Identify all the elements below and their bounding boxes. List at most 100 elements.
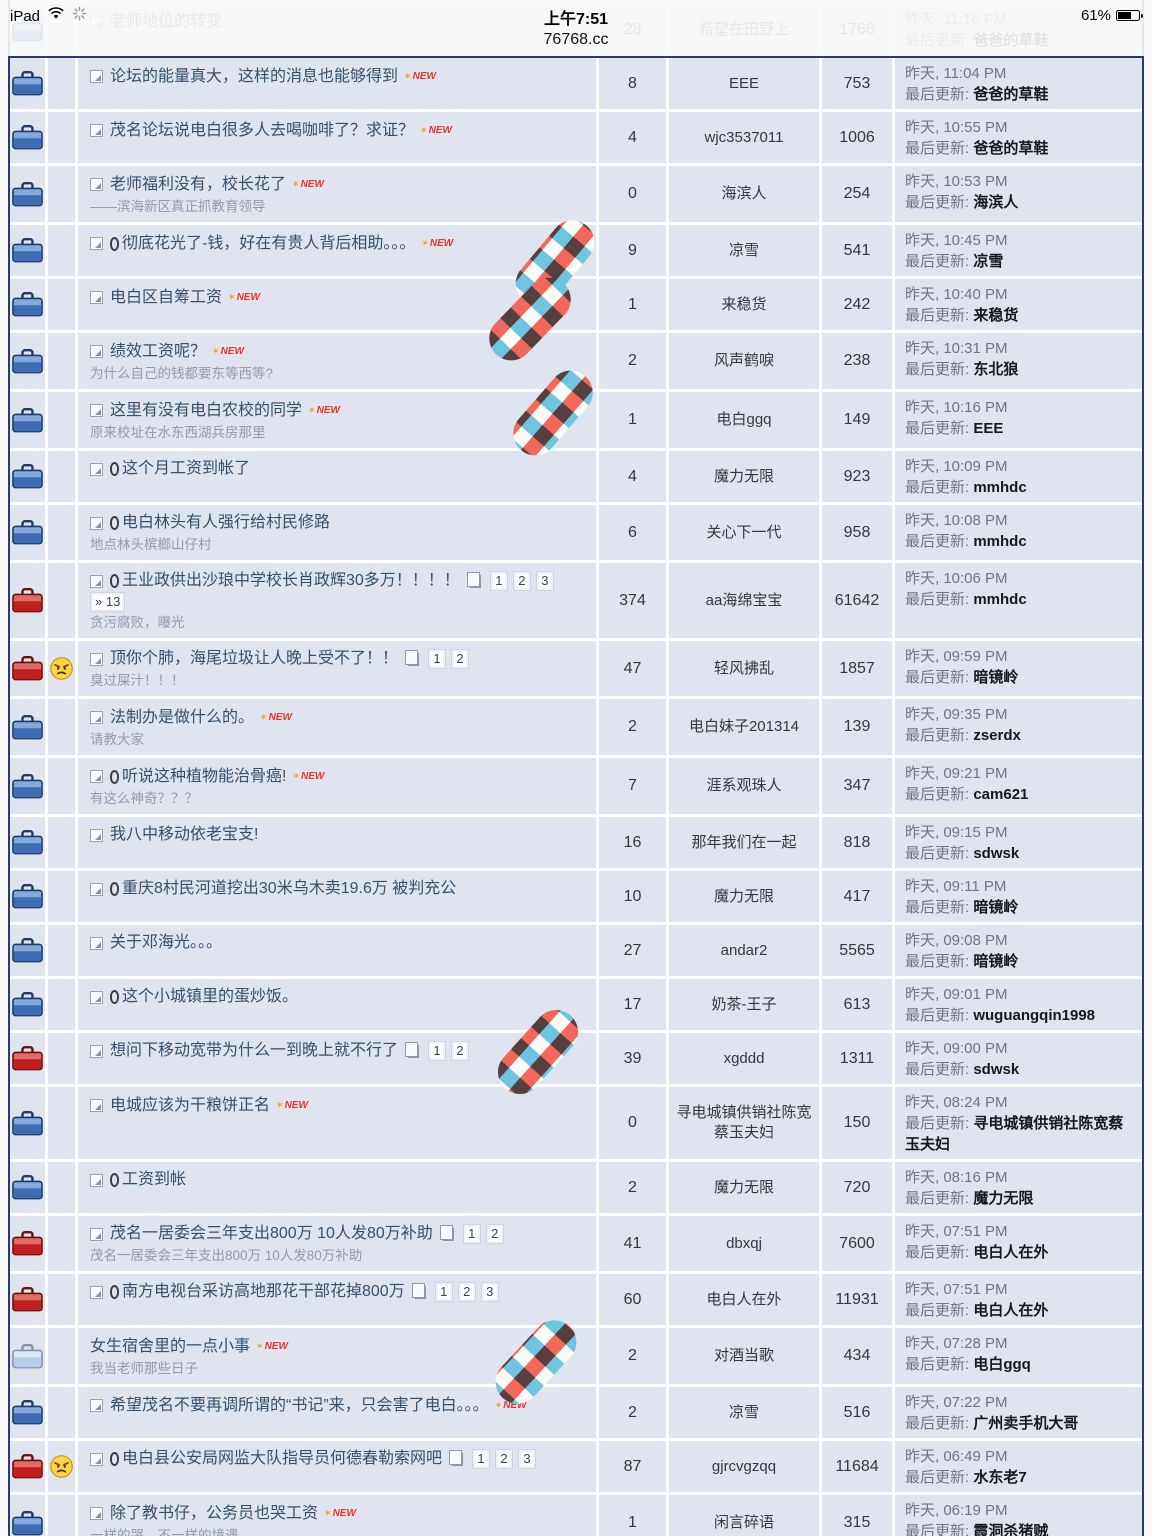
page-link[interactable]: 2 <box>512 571 531 591</box>
thread-title-link[interactable]: 电白县公安局网监大队指导员何德春勒索网吧 <box>122 1450 443 1467</box>
folder-icon-blue <box>12 1400 43 1425</box>
author-name[interactable]: 关心下一代 <box>706 523 782 541</box>
thread-title-link[interactable]: 茂名一居委会三年支出800万 10人发80万补助 <box>110 1225 433 1242</box>
page-link[interactable]: 1 <box>462 1224 481 1244</box>
author-name[interactable]: 寻电城镇供销社陈宽蔡玉夫妇 <box>676 1104 812 1141</box>
last-update-user[interactable]: EEE <box>973 420 1004 437</box>
author-name[interactable]: aa海绵宝宝 <box>705 591 783 609</box>
thread-title-link[interactable]: 想问下移动宽带为什么一到晚上就不行了 <box>110 1042 399 1059</box>
page-link[interactable]: 2 <box>451 1041 470 1061</box>
author-name[interactable]: 轻风拂乱 <box>713 659 774 677</box>
page-link[interactable]: 2 <box>485 1224 504 1244</box>
last-update-user[interactable]: mmhdc <box>973 479 1027 496</box>
author-name[interactable]: 奶茶-王子 <box>711 995 777 1013</box>
last-update-user[interactable]: 爸爸的草鞋 <box>973 140 1049 157</box>
thread-title-link[interactable]: 听说这种植物能治骨癌! <box>122 767 287 785</box>
thread-title-link[interactable]: 论坛的能量真大，这样的消息也能够得到 <box>110 67 399 85</box>
last-update-user[interactable]: sdwsk <box>973 845 1020 862</box>
thread-title-link[interactable]: 绩效工资呢？ <box>110 342 207 360</box>
author-name[interactable]: andar2 <box>720 941 768 959</box>
author-name[interactable]: dbxqj <box>726 1234 762 1252</box>
author-name[interactable]: 闲言碎语 <box>713 1514 774 1531</box>
thread-title-link[interactable]: 重庆8村民河道挖出30米乌木卖19.6万 被判充公 <box>122 880 457 897</box>
last-update-user[interactable]: 凉雪 <box>973 253 1004 270</box>
last-update-user[interactable]: 电白ggq <box>973 1356 1031 1373</box>
last-update-user[interactable]: mmhdc <box>973 591 1027 608</box>
last-update-user[interactable]: wuguangqin1998 <box>973 1007 1096 1024</box>
page-link[interactable]: 2 <box>451 649 470 669</box>
new-badge: NEW <box>404 65 436 88</box>
author-name[interactable]: 涯系观珠人 <box>706 777 782 794</box>
reply-count: 0 <box>599 1087 669 1159</box>
last-update-user[interactable]: 水东老7 <box>973 1469 1027 1486</box>
thread-title-link[interactable]: 电白区自筹工资 <box>110 288 223 306</box>
reply-count: 60 <box>599 1274 669 1325</box>
thread-title-link[interactable]: 除了教书仔，公务员也哭工资 <box>110 1504 319 1522</box>
author-name[interactable]: 那年我们在一起 <box>691 833 797 851</box>
thread-title-link[interactable]: 顶你个肺，海尾垃圾让人晚上受不了！！ <box>110 650 399 667</box>
reply-count: 4 <box>599 112 669 163</box>
author-name[interactable]: 魔力无限 <box>713 467 774 485</box>
last-update-user[interactable]: 暗镜岭 <box>973 899 1019 916</box>
last-update-user[interactable]: 霞洞杀猪贼 <box>973 1523 1049 1536</box>
thread-title-link[interactable]: 电白林头有人强行给村民修路 <box>122 514 331 531</box>
last-update-user[interactable]: zserdx <box>973 727 1021 744</box>
page-link[interactable]: 3 <box>535 571 554 591</box>
last-update-user[interactable]: 来稳货 <box>973 307 1019 324</box>
page-link[interactable]: » 13 <box>90 592 126 612</box>
thread-title-link[interactable]: 关于邓海光。。。 <box>110 934 223 951</box>
author-name[interactable]: gjrcvgzqq <box>711 1457 777 1475</box>
thread-title-link[interactable]: 老师福利没有，校长花了 <box>110 175 287 193</box>
author-name[interactable]: 风声鹤唳 <box>713 352 774 369</box>
last-update-user[interactable]: 广州卖手机大哥 <box>973 1415 1079 1432</box>
last-update-user[interactable]: 爸爸的草鞋 <box>973 86 1049 103</box>
author-name[interactable]: xgddd <box>723 1049 765 1067</box>
last-update-user[interactable]: 海滨人 <box>973 194 1019 211</box>
thread-title-link[interactable]: 这个月工资到帐了 <box>122 460 251 477</box>
thread-title-link[interactable]: 电城应该为干粮饼正名 <box>110 1096 271 1114</box>
page-link[interactable]: 1 <box>428 1041 447 1061</box>
thread-title-link[interactable]: 希望茂名不要再调所谓的“书记”来，只会害了电白。。。 <box>110 1396 489 1414</box>
last-update-user[interactable]: 魔力无限 <box>973 1190 1034 1207</box>
author-name[interactable]: 电白人在外 <box>706 1290 782 1308</box>
page-link[interactable]: 1 <box>434 1282 453 1302</box>
last-update-user[interactable]: 寻电城镇供销社陈宽蔡玉夫妇 <box>905 1115 1124 1153</box>
author-name[interactable]: wjc3537011 <box>704 128 784 146</box>
last-update-user[interactable]: sdwsk <box>973 1061 1020 1078</box>
author-name[interactable]: EEE <box>728 74 759 92</box>
author-name[interactable]: 魔力无限 <box>713 887 774 905</box>
thread-title-link[interactable]: 工资到帐 <box>122 1171 187 1188</box>
author-name[interactable]: 电白妹子201314 <box>688 718 800 735</box>
thread-title-link[interactable]: 茂名论坛说电白很多人去喝咖啡了？求证？ <box>110 121 415 139</box>
thread-title-link[interactable]: 女生宿舍里的一点小事 <box>90 1337 251 1355</box>
last-update-user[interactable]: 东北狼 <box>973 361 1019 378</box>
page-link[interactable]: 2 <box>457 1282 476 1302</box>
page-link[interactable]: 3 <box>518 1449 537 1469</box>
last-update-label: 最后更新: <box>905 845 970 862</box>
page-link[interactable]: 1 <box>489 571 508 591</box>
thread-title-link[interactable]: 彻底花光了-钱，好在有贵人背后相助。。。 <box>122 234 416 252</box>
author-name[interactable]: 凉雪 <box>728 241 759 259</box>
page-link[interactable]: 1 <box>428 649 447 669</box>
last-update-user[interactable]: 暗镜岭 <box>973 669 1019 686</box>
thread-title-link[interactable]: 南方电视台采访高地那花干部花掉800万 <box>122 1283 405 1300</box>
last-update-user[interactable]: 电白人在外 <box>973 1302 1049 1319</box>
thread-title-link[interactable]: 法制办是做什么的。 <box>110 708 255 726</box>
last-update-user[interactable]: mmhdc <box>973 533 1027 550</box>
thread-title-link[interactable]: 这里有没有电白农校的同学 <box>110 401 303 419</box>
page-link[interactable]: 2 <box>495 1449 514 1469</box>
page-link[interactable]: 3 <box>480 1282 499 1302</box>
author-name[interactable]: 来稳货 <box>721 295 767 313</box>
page-link[interactable]: 1 <box>472 1449 491 1469</box>
thread-title-link[interactable]: 我八中移动依老宝支! <box>110 826 259 843</box>
last-update-user[interactable]: 电白人在外 <box>973 1244 1049 1261</box>
last-update-user[interactable]: 暗镜岭 <box>973 953 1019 970</box>
author-name[interactable]: 对酒当歌 <box>713 1347 774 1364</box>
thread-title-link[interactable]: 这个小城镇里的蛋炒饭。 <box>122 988 299 1005</box>
last-update-user[interactable]: cam621 <box>973 786 1029 803</box>
author-name[interactable]: 魔力无限 <box>713 1178 774 1196</box>
author-name[interactable]: 海滨人 <box>721 185 767 202</box>
thread-title-link[interactable]: 王业政供出沙琅中学校长肖政辉30多万！！！！ <box>122 572 460 589</box>
author-name[interactable]: 电白ggq <box>716 411 772 428</box>
author-name[interactable]: 凉雪 <box>728 1403 759 1421</box>
